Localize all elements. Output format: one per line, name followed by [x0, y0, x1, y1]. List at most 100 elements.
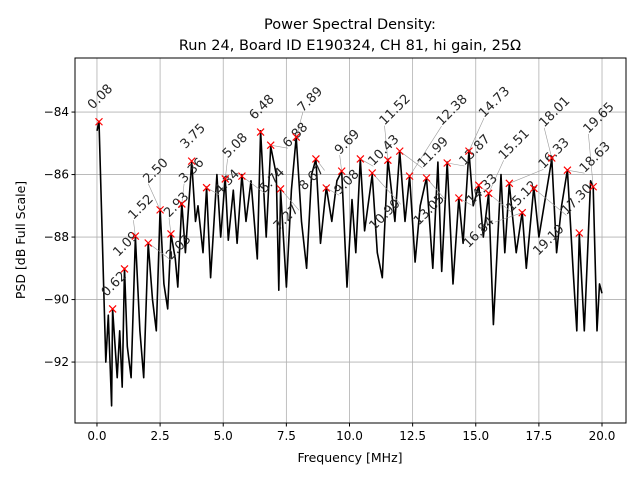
peak-marker	[395, 147, 404, 156]
peak-marker-stroke	[422, 174, 431, 182]
peak-marker-stroke	[383, 156, 392, 165]
peak-marker	[131, 232, 140, 241]
label-leader-line	[543, 127, 553, 159]
label-leader-line	[447, 162, 465, 167]
peak-marker-stroke	[292, 133, 301, 141]
peak-label: 18.63	[577, 139, 614, 176]
plot-frame	[74, 57, 627, 424]
peak-marker-stroke	[131, 232, 140, 241]
peak-marker-stroke	[95, 117, 103, 126]
peak-marker	[454, 194, 463, 202]
peak-label: 11.99	[415, 134, 452, 171]
peak-marker	[276, 185, 285, 193]
peak-marker-stroke	[465, 147, 473, 156]
peak-marker-stroke	[322, 184, 331, 192]
peak-marker	[108, 305, 117, 313]
label-leader-line	[399, 150, 423, 169]
peak-label: 9.08	[331, 167, 362, 198]
peak-marker	[292, 133, 301, 141]
peak-label: 14.73	[476, 84, 513, 121]
peak-marker-stroke	[144, 239, 153, 247]
label-leader-line	[148, 242, 172, 261]
peak-marker	[505, 179, 514, 188]
peak-marker-stroke	[505, 179, 514, 188]
peak-marker-stroke	[276, 185, 285, 193]
peak-marker-stroke	[575, 229, 584, 237]
peak-marker-stroke	[484, 189, 493, 198]
label-leader-line	[326, 187, 340, 196]
peak-marker	[547, 154, 556, 162]
peak-label: 3.75	[178, 121, 209, 152]
peak-label: 15.51	[496, 126, 533, 163]
label-leader-line	[241, 175, 265, 194]
peak-marker-stroke	[529, 184, 538, 193]
peak-label: 16.84	[461, 214, 498, 251]
label-leader-line	[133, 220, 136, 237]
peak-label: 11.52	[377, 92, 414, 129]
y-axis-label: PSD [dB Full Scale]	[13, 181, 28, 299]
peak-marker	[156, 205, 165, 214]
peak-marker	[311, 155, 320, 163]
label-leader-line	[295, 112, 304, 138]
peak-marker-stroke	[563, 166, 572, 175]
peak-marker-stroke	[368, 169, 377, 177]
peak-marker	[383, 156, 392, 165]
peak-marker	[202, 183, 211, 192]
peak-marker	[529, 184, 538, 193]
peak-label: 16.33	[536, 135, 573, 172]
label-leader-line	[494, 212, 523, 223]
peak-marker	[237, 172, 246, 181]
x-tick-label: 17.5	[526, 429, 553, 443]
peak-label: 14.33	[464, 171, 501, 208]
label-leader-line	[360, 158, 374, 167]
x-tick-label: 20.0	[589, 429, 616, 443]
peak-label: 12.38	[434, 92, 471, 129]
peak-marker	[465, 147, 473, 156]
ticks: 0.0 2.5 5.0 7.5 10.0 12.5 15.0 17.5 20.0 −92 −90 −8…	[44, 105, 616, 443]
label-leader-line	[168, 217, 172, 234]
peak-marker-stroke	[443, 159, 452, 167]
peak-marker-stroke	[237, 172, 246, 181]
peak-label: 3.36	[176, 155, 207, 186]
label-leader-line	[339, 155, 342, 172]
peak-marker-stroke	[202, 183, 211, 192]
label-leader-line	[181, 183, 185, 204]
x-tick-label: 0.0	[87, 429, 106, 443]
peak-marker	[405, 172, 414, 181]
peak-marker-stroke	[177, 200, 186, 208]
peak-marker-stroke	[547, 154, 556, 162]
label-leaders	[133, 112, 594, 261]
peak-marker-stroke	[518, 208, 527, 217]
peak-marker	[322, 184, 331, 192]
label-leader-line	[458, 197, 472, 206]
label-leader-line	[509, 169, 544, 184]
label-leader-line	[567, 169, 585, 174]
label-leader-line	[468, 117, 485, 152]
peak-marker-stroke	[167, 230, 175, 238]
peak-marker-stroke	[454, 194, 463, 202]
peak-marker	[187, 157, 196, 166]
peak-marker-stroke	[187, 157, 196, 166]
label-leader-line	[371, 172, 401, 205]
peak-label: 2.50	[141, 156, 172, 187]
peak-label: 19.65	[581, 100, 618, 137]
psd-line	[96, 120, 603, 407]
peak-marker	[368, 169, 377, 177]
peak-marker	[422, 174, 431, 182]
peak-label: 5.08	[220, 130, 251, 161]
label-leader-line	[148, 183, 161, 210]
peak-marker	[167, 230, 175, 238]
peak-marker	[474, 181, 483, 190]
peak-label: 1.52	[126, 192, 157, 223]
label-leader-line	[488, 160, 504, 194]
peak-marker	[120, 265, 129, 273]
peak-marker	[177, 200, 186, 208]
peak-marker-stroke	[108, 305, 117, 313]
x-tick-label: 12.5	[399, 429, 426, 443]
label-leader-line	[478, 184, 512, 213]
peak-marker	[144, 239, 153, 247]
label-leader-line	[533, 188, 567, 216]
peak-marker-stroke	[311, 155, 320, 163]
peak-label: 4.34	[212, 167, 243, 198]
x-tick-label: 7.5	[277, 429, 296, 443]
